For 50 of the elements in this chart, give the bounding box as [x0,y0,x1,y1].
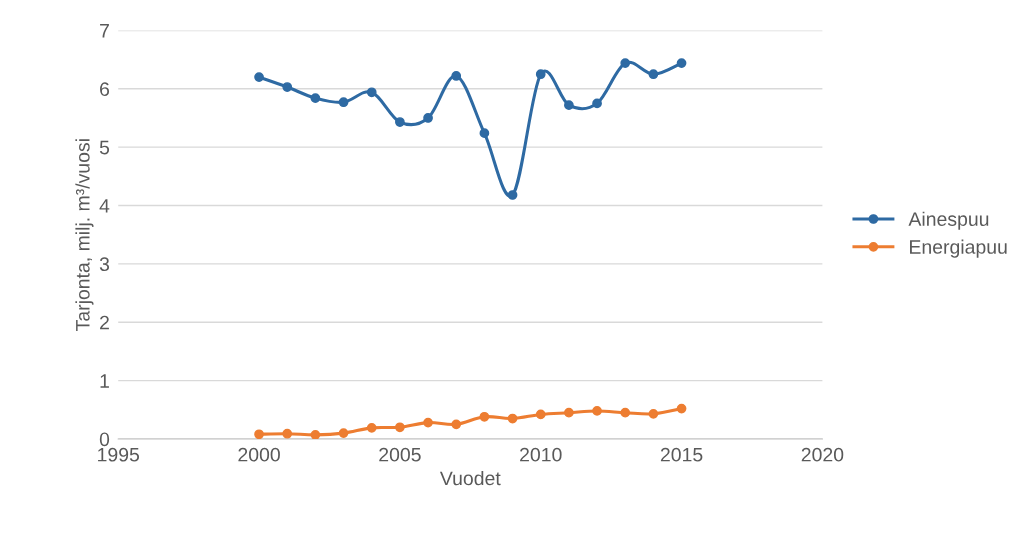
x-tick-label: 2000 [238,447,280,462]
point [310,430,321,439]
point [592,98,602,109]
point [366,87,377,98]
y-tick-label: 6 [100,82,110,97]
point [254,72,264,82]
y-tick-label: 4 [99,199,110,213]
point [479,128,490,139]
y-tick-label: 7 [100,24,109,38]
point [479,411,490,422]
point [338,428,349,438]
legend-label: Ainespuu [908,211,989,230]
point [564,100,574,110]
point [535,69,546,80]
y-tick-label: 5 [99,140,110,155]
point [395,117,405,127]
x-tick-label: 2015 [660,447,703,462]
point [648,408,659,419]
x-tick-label: 2020 [801,447,844,462]
point [592,406,602,416]
point [423,417,433,428]
x-tick-label: 2010 [520,447,562,462]
y-tick-label: 2 [100,315,109,330]
point [451,419,462,430]
point [282,428,293,439]
point [535,409,546,420]
legend-label: Energiapuu [910,239,1007,258]
point [451,71,462,81]
point [310,93,321,103]
x-tick-label: 2005 [379,447,421,462]
point [564,407,574,418]
y-tick-label: 0 [99,432,110,447]
point [338,97,349,108]
point [620,407,631,418]
point [676,58,687,68]
point [423,113,433,123]
point [366,422,377,433]
x-axis-title: Vuodet [439,470,501,486]
y-axis-title: Tarjonta, milj. m³/vuosi [75,139,94,331]
point [254,429,264,439]
x-tick-label: 1995 [98,447,140,462]
y-tick-label: 1 [100,374,109,388]
point [395,422,405,433]
point [676,403,687,414]
point [507,190,518,200]
point [620,58,631,68]
point [648,69,659,80]
point [282,82,293,92]
y-tick-label: 3 [99,257,110,272]
point [507,413,518,424]
